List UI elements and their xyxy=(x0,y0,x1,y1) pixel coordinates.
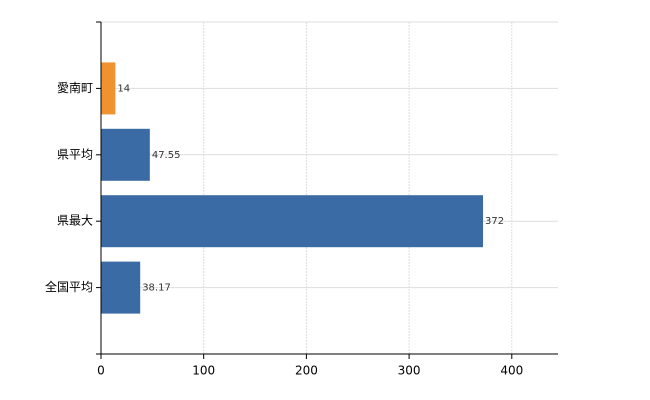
y-tick-label: 県最大 xyxy=(57,214,93,228)
bar xyxy=(101,195,484,248)
x-tick-label: 0 xyxy=(97,364,105,378)
x-tick-label: 300 xyxy=(398,364,421,378)
bar xyxy=(101,62,116,115)
y-tick-label: 愛南町 xyxy=(57,80,93,95)
value-label: 38.17 xyxy=(142,283,171,294)
y-tick-label: 全国平均 xyxy=(45,279,93,294)
x-tick-label: 400 xyxy=(500,364,523,378)
x-tick-label: 200 xyxy=(295,364,318,378)
value-label: 372 xyxy=(485,216,504,227)
x-tick-label: 100 xyxy=(192,364,215,378)
value-label: 14 xyxy=(117,83,130,94)
bar xyxy=(101,128,150,181)
y-tick-label: 県平均 xyxy=(57,147,93,161)
bar xyxy=(101,261,141,314)
value-label: 47.55 xyxy=(152,150,181,161)
